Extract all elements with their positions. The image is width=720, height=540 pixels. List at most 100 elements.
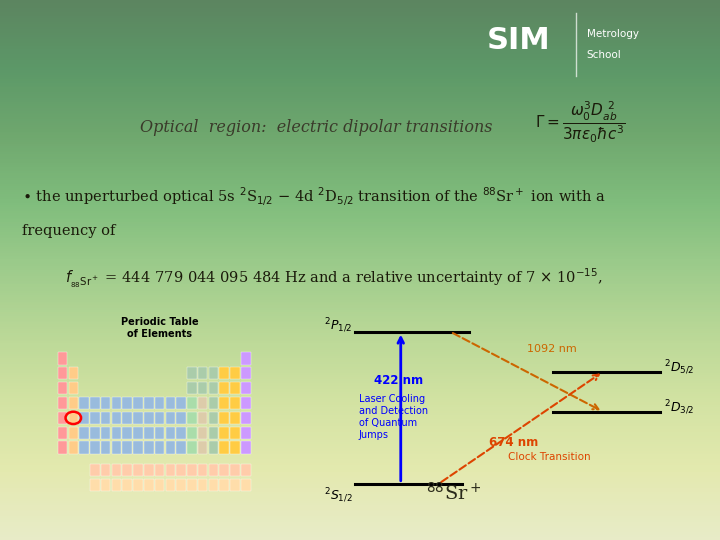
Bar (241, 427, 251, 439)
Bar (112, 397, 121, 409)
Bar (68, 442, 78, 454)
Bar (198, 367, 207, 380)
Bar (101, 397, 110, 409)
Text: School: School (587, 50, 621, 60)
Bar (176, 478, 186, 491)
Bar (230, 367, 240, 380)
Bar (220, 427, 229, 439)
Bar (79, 427, 89, 439)
Text: $\bullet$ the unperturbed optical 5s $^2$S$_{1/2}$ $-$ 4d $^2$D$_{5/2}$ transiti: $\bullet$ the unperturbed optical 5s $^2… (22, 185, 606, 208)
Bar (198, 442, 207, 454)
Bar (90, 427, 99, 439)
Bar (90, 478, 99, 491)
Bar (230, 478, 240, 491)
Text: Laser Cooling: Laser Cooling (359, 394, 425, 404)
Bar (133, 412, 143, 424)
Bar (155, 478, 164, 491)
Bar (68, 412, 78, 424)
Bar (220, 464, 229, 476)
Bar (241, 367, 251, 380)
Bar (79, 442, 89, 454)
Bar (187, 382, 197, 394)
Text: $^2D_{5/2}$: $^2D_{5/2}$ (664, 359, 695, 377)
Text: SIM: SIM (487, 25, 551, 55)
Text: 1092 nm: 1092 nm (527, 344, 577, 354)
Bar (79, 412, 89, 424)
Bar (220, 442, 229, 454)
Text: Optical  region:  electric dipolar transitions: Optical region: electric dipolar transit… (140, 119, 492, 136)
Bar (241, 464, 251, 476)
Text: Clock Transition: Clock Transition (508, 451, 590, 462)
Text: Periodic Table: Periodic Table (121, 317, 199, 327)
Bar (166, 464, 175, 476)
Bar (230, 442, 240, 454)
Bar (230, 382, 240, 394)
Text: 674 nm: 674 nm (488, 436, 538, 449)
Bar (144, 427, 153, 439)
Bar (58, 367, 67, 380)
Text: $\Gamma = \dfrac{\omega_0^3 D_{ab}^{\ 2}}{3\pi\varepsilon_0\hbar c^3}$: $\Gamma = \dfrac{\omega_0^3 D_{ab}^{\ 2}… (535, 100, 625, 145)
Bar (209, 478, 218, 491)
Bar (58, 412, 67, 424)
Bar (241, 412, 251, 424)
Bar (144, 478, 153, 491)
Bar (68, 367, 78, 380)
Bar (90, 412, 99, 424)
Bar (209, 412, 218, 424)
Bar (101, 464, 110, 476)
Bar (79, 397, 89, 409)
Bar (187, 442, 197, 454)
Bar (220, 382, 229, 394)
Bar (133, 397, 143, 409)
Text: $^2D_{3/2}$: $^2D_{3/2}$ (664, 399, 695, 417)
Text: $^2S_{1/2}$: $^2S_{1/2}$ (325, 487, 354, 505)
Bar (144, 412, 153, 424)
Bar (58, 427, 67, 439)
Bar (58, 442, 67, 454)
Bar (166, 478, 175, 491)
Bar (133, 427, 143, 439)
Text: $^2P_{1/2}$: $^2P_{1/2}$ (325, 316, 353, 335)
Bar (209, 464, 218, 476)
Text: Jumps: Jumps (359, 430, 389, 440)
Text: and Detection: and Detection (359, 406, 428, 416)
Bar (198, 397, 207, 409)
Bar (241, 478, 251, 491)
Bar (176, 442, 186, 454)
Bar (101, 442, 110, 454)
Bar (155, 412, 164, 424)
Bar (198, 382, 207, 394)
Bar (230, 397, 240, 409)
Bar (166, 427, 175, 439)
Bar (198, 464, 207, 476)
Bar (68, 397, 78, 409)
Bar (198, 412, 207, 424)
Bar (90, 397, 99, 409)
Bar (90, 442, 99, 454)
Bar (176, 397, 186, 409)
Text: $f_{{}_{88}\mathrm{Sr}^+}$ = 444 779 044 095 484 Hz and a relative uncertainty o: $f_{{}_{88}\mathrm{Sr}^+}$ = 444 779 044… (65, 266, 603, 289)
Bar (155, 442, 164, 454)
Bar (220, 397, 229, 409)
Bar (220, 478, 229, 491)
Text: of Quantum: of Quantum (359, 417, 417, 428)
Bar (176, 412, 186, 424)
Bar (122, 397, 132, 409)
Bar (230, 427, 240, 439)
Bar (209, 367, 218, 380)
Bar (166, 442, 175, 454)
Bar (68, 427, 78, 439)
Text: of Elements: of Elements (127, 329, 192, 339)
Text: frequency of: frequency of (22, 224, 115, 238)
Bar (241, 353, 251, 364)
Text: $^{88}$Sr$^+$: $^{88}$Sr$^+$ (426, 482, 482, 504)
Bar (144, 442, 153, 454)
Bar (122, 427, 132, 439)
Bar (166, 397, 175, 409)
Bar (187, 397, 197, 409)
Bar (198, 478, 207, 491)
Bar (144, 464, 153, 476)
Bar (241, 397, 251, 409)
Bar (220, 412, 229, 424)
Bar (122, 478, 132, 491)
